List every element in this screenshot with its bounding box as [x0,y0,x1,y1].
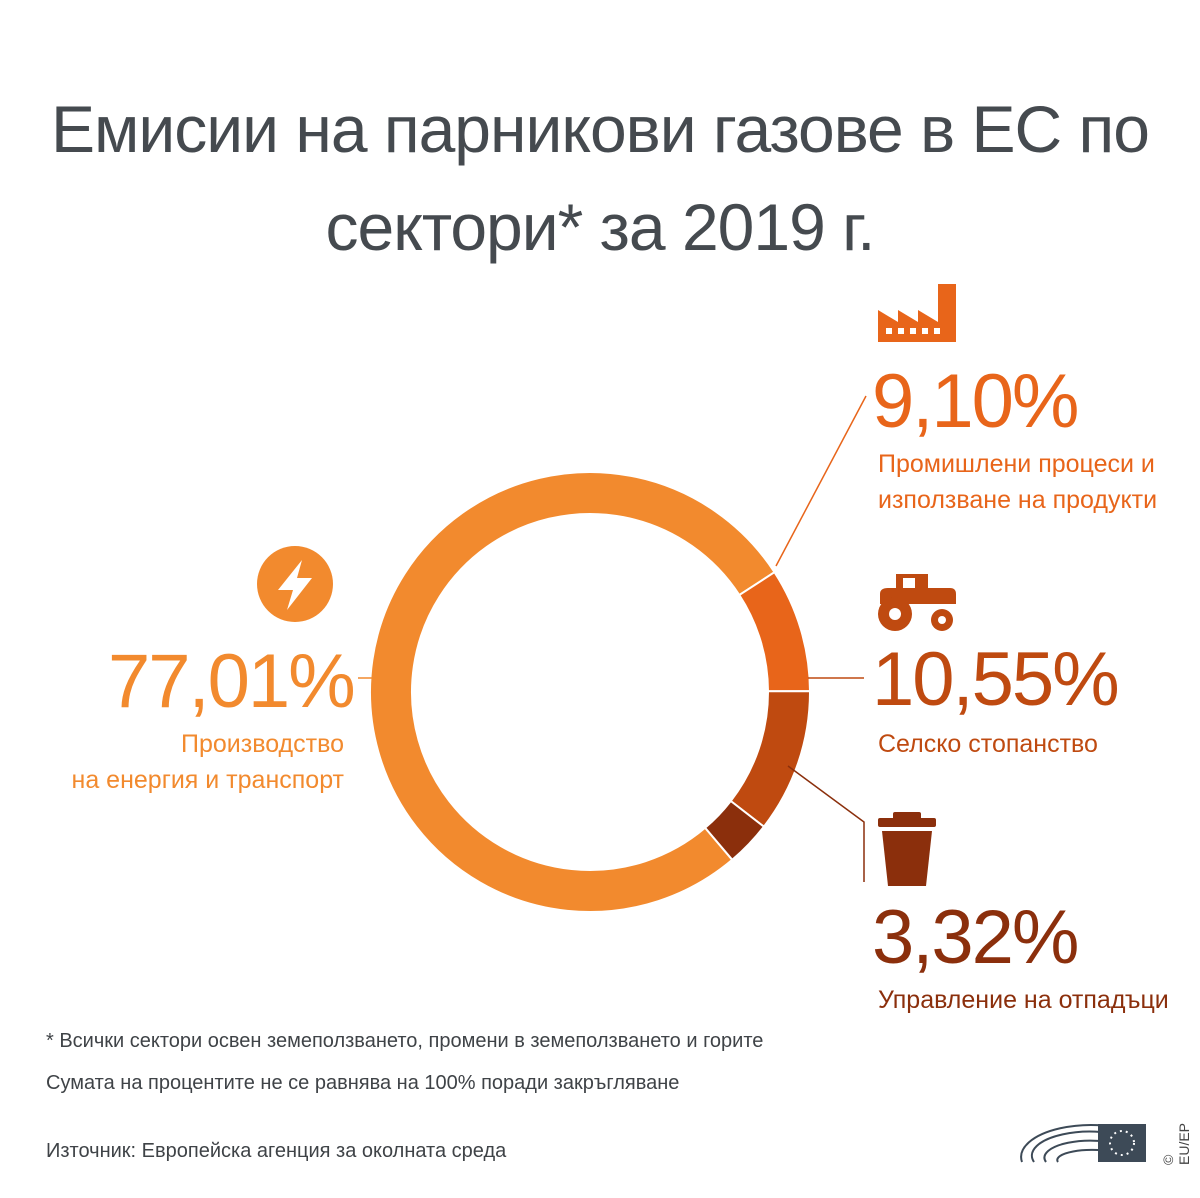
leader-line-industry [775,395,867,567]
chart-title-line-1: Емисии на парникови газове в ЕС по [51,92,1150,166]
pct-waste: 3,32% [872,895,1079,980]
factory-icon [878,284,956,342]
pct-agriculture: 10,55% [872,637,1120,722]
slice-waste [703,799,766,862]
pct-energy: 77,01% [108,639,356,724]
chart-title-line-2: сектори* за 2019 г. [325,190,876,264]
slice-energy-transport [369,471,776,913]
label-energy-line-2: на енергия и транспорт [71,766,344,794]
slice-agriculture [729,690,811,829]
label-industry-line-1: Промишлени процеси и [878,450,1155,478]
european-parliament-logo-icon [1020,1124,1146,1163]
pct-industry: 9,10% [872,359,1079,444]
leader-line-waste [787,765,865,882]
lightning-icon [257,546,333,622]
label-waste: Управление на отпадъци [878,982,1169,1018]
footnote-sectors: * Всички сектори освен земеползването, п… [46,1030,764,1052]
label-energy: Производство на енергия и транспорт [72,726,344,798]
donut-slices [369,471,812,913]
label-industry-line-2: използване на продукти [878,486,1158,514]
label-agriculture: Селско стопанство [878,726,1098,762]
chart-title: Емисии на парникови газове в ЕС по секто… [0,80,1200,276]
label-industry: Промишлени процеси и използване на проду… [878,446,1157,518]
label-waste-line-1: Управление на отпадъци [878,986,1169,1014]
label-energy-line-1: Производство [180,730,344,758]
trash-bin-icon [878,812,936,886]
source-note: Източник: Европейска агенция за околната… [46,1140,507,1162]
footnote-rounding: Сумата на процентите не се равнява на 10… [46,1072,680,1094]
tractor-icon [878,574,956,631]
copyright-notice: © EU/EP [1160,1122,1192,1165]
slice-industry [737,570,812,693]
leader-lines [358,395,867,882]
label-agriculture-line-1: Селско стопанство [878,730,1098,758]
